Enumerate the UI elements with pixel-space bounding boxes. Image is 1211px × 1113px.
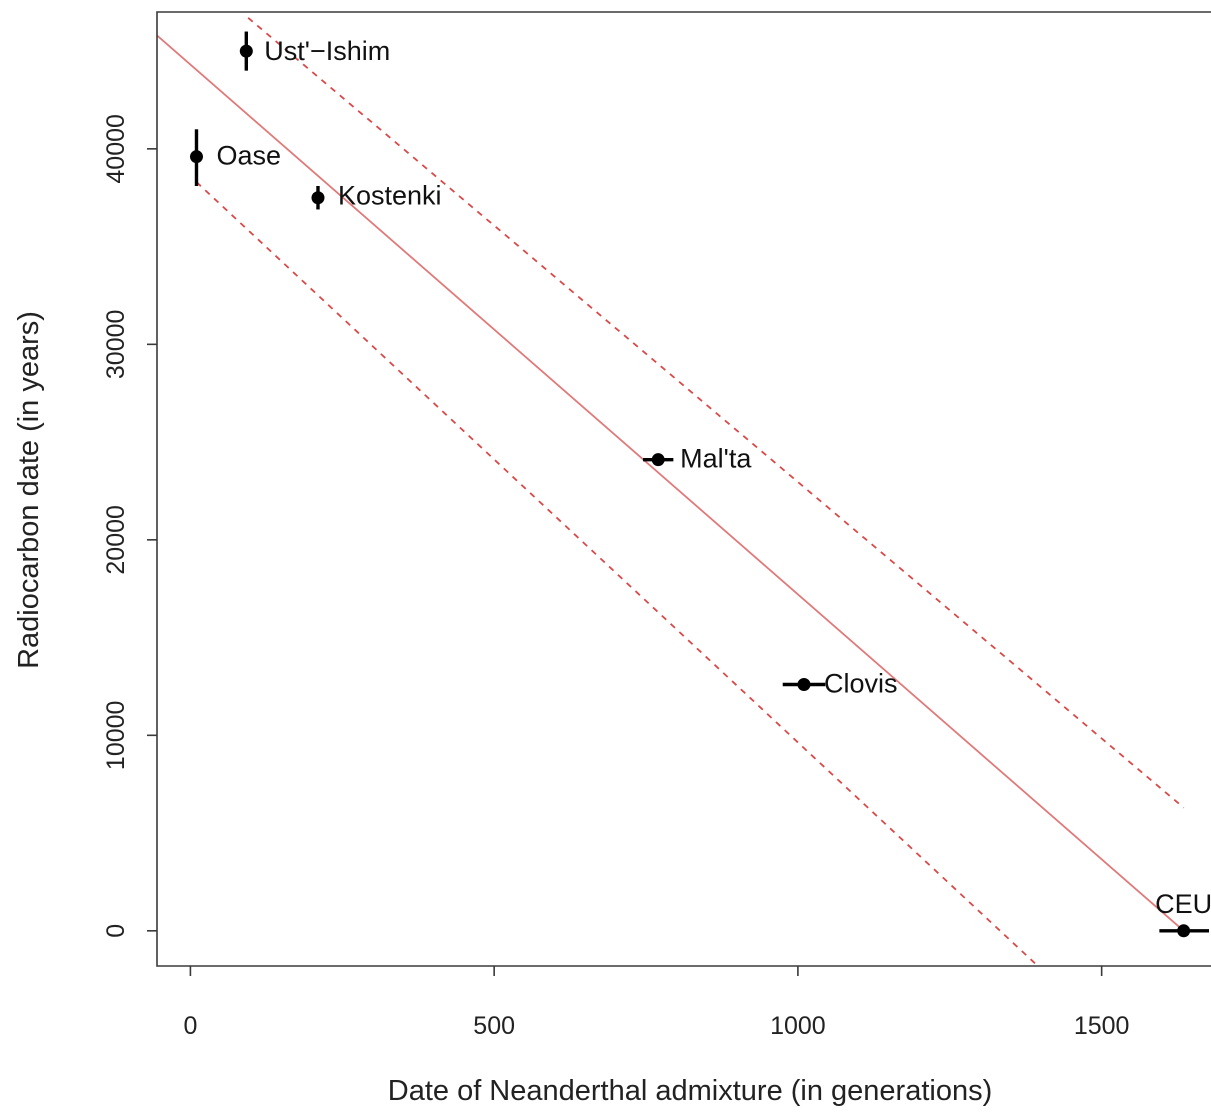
plot-frame (156, 11, 1211, 967)
y-axis: 0 10000 20000 30000 40000 (102, 114, 157, 938)
y-tick-label: 10000 (102, 701, 130, 771)
x-tick-label: 0 (183, 1012, 197, 1040)
data-point (1177, 924, 1191, 938)
data-point (797, 677, 811, 691)
y-axis-title: Radiocarbon date (in years) (13, 311, 45, 669)
fit-line (157, 34, 1185, 932)
x-axis-title: Date of Neanderthal admixture (in genera… (388, 1075, 993, 1107)
y-tick-label: 20000 (102, 505, 130, 575)
point-label: CEU (1155, 889, 1211, 919)
regression-lines (157, 17, 1185, 966)
data-points: Ust'−Ishim Oase Kostenki Mal'ta Clovis CEU (189, 31, 1211, 938)
y-tick-label: 30000 (102, 310, 130, 380)
point-label: Kostenki (338, 181, 442, 211)
confidence-line-2 (195, 181, 1039, 966)
confidence-line-1 (247, 17, 1185, 809)
x-tick-label: 1500 (1074, 1012, 1130, 1040)
point-label: Clovis (824, 668, 898, 698)
x-axis: 0 500 1000 1500 (183, 966, 1129, 1040)
y-tick-label: 0 (102, 924, 130, 938)
y-tick-label: 40000 (102, 114, 130, 184)
x-tick-label: 1000 (770, 1012, 826, 1040)
x-tick-label: 500 (473, 1012, 515, 1040)
point-label: Oase (216, 141, 281, 171)
data-point (189, 150, 203, 164)
data-point (651, 453, 665, 467)
point-label: Mal'ta (680, 444, 752, 474)
data-point (239, 44, 253, 58)
data-point (311, 191, 325, 205)
point-label: Ust'−Ishim (264, 36, 390, 66)
